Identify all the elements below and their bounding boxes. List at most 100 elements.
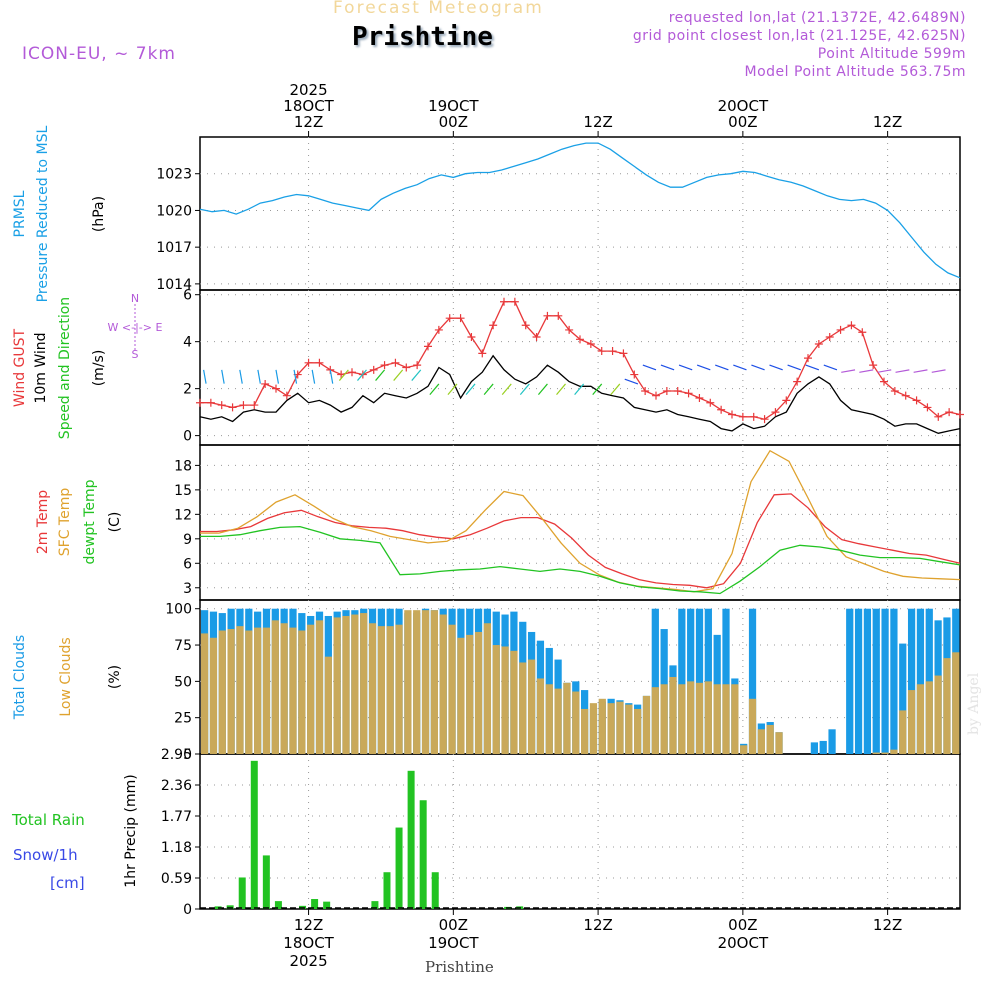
total-cloud-bar [863,608,872,754]
y-tick-label: 9 [183,532,192,548]
y-tick-label: 100 [165,602,192,618]
top-time-label: 20OCT [718,97,769,115]
wind-gust-marker [771,408,780,417]
low-cloud-bar [448,624,456,754]
grid-point-coords: grid point closest lon,lat (21.125E, 42.… [632,28,966,44]
low-cloud-bar [395,624,403,754]
wind-direction-arrow [293,369,298,384]
wind-gust-marker [478,349,487,358]
rain-bar [383,872,391,909]
low-cloud-bar [280,623,288,754]
bottom-time-label: 00Z [439,916,468,934]
wind-gust-marker [434,325,443,334]
rain-bar [238,877,246,909]
wind-gust-marker [825,332,834,341]
low-cloud-bar [740,745,748,754]
low-cloud-bar [607,703,615,754]
y-tick-label: 0 [183,429,192,445]
pressure-msl-label: Pressure Reduced to MSL [35,125,51,302]
wind-direction-arrow [483,383,494,396]
wind-gust-marker [282,391,291,400]
rain-bar [431,872,439,909]
panel-frame [199,444,961,601]
panel-frame [199,753,961,910]
wind-gust-marker [206,398,215,407]
low-cloud-bar [616,701,624,754]
total-cloud-bar [722,608,730,754]
y-tick-label: 2.36 [161,778,192,794]
top-time-label: 00Z [439,113,468,131]
wind-direction-arrow [329,369,334,384]
wind-gust-marker [413,361,422,370]
wind-gust-marker [315,358,324,367]
wind-direction-arrow [574,383,585,396]
low-cloud-bar [934,675,942,754]
total-rain-label: Total Rain [11,811,85,829]
wind-gust-marker [565,325,574,334]
y-tick-label: 15 [174,483,192,499]
pressure-unit-label: (hPa) [91,196,107,232]
wind-gust-marker [641,386,650,395]
low-cloud-bar [474,631,483,754]
top-time-label: 12Z [294,113,323,131]
bottom-time-label: 12Z [583,916,612,934]
wind-gust-marker [836,325,845,334]
compass-south: S [132,348,139,361]
low-cloud-bar [483,623,492,754]
wind-gust-marker [391,358,400,367]
low-cloud-bar [342,615,350,754]
compass-west-east: W <-|-> E [108,321,163,334]
model-point-altitude: Model Point Altitude 563.75m [744,64,966,80]
wind-gust-marker [804,354,812,363]
wind-gust-marker [380,361,389,370]
low-cloud-bar [519,662,527,754]
low-cloud-bar [245,630,253,754]
rain-bar [226,905,234,909]
low-cloud-bar [360,613,368,754]
total-cloud-bar [899,643,907,754]
low-cloud-bar [466,634,474,754]
wind-direction-arrow [769,364,783,371]
wind-gust-marker [608,347,617,356]
low-cloud-bar [907,690,916,754]
wind-direction-arrow [715,364,729,371]
wind-gust-marker [532,332,541,341]
snow-label: Snow/1h [13,846,78,864]
wind-unit-label: (m/s) [91,350,107,387]
y-tick-label: 25 [174,711,192,727]
y-tick-label: 6 [183,556,192,572]
wind-gust-marker [945,408,954,417]
wind-direction-arrow [805,364,820,371]
y-tick-label: 50 [174,674,192,690]
y-tick-label: 2.95 [161,747,192,763]
model-label: ICON-EU, ~ 7km [22,44,176,64]
low-cloud-bar [872,752,880,754]
total-cloud-bar [819,740,827,754]
wind-gust-marker [901,391,910,400]
low-cloud-bar [236,626,244,754]
y-tick-label: 3 [183,581,192,597]
top-time-label: 2025 [289,81,327,99]
wind-direction-arrow [393,369,404,381]
total-cloud-bar [872,608,880,754]
wind-direction-arrow [375,369,386,381]
wind-gust-marker [934,412,943,421]
bottom-time-label: 12Z [873,916,902,934]
wind-direction-arrow [501,383,512,396]
low-cloud-bar [218,630,226,754]
low-cloud-bar [404,610,412,754]
wind-direction-arrow [678,364,693,371]
low-cloud-bar [324,656,332,754]
low-cloud-bar [669,677,677,754]
wind-direction-arrow [465,383,476,396]
low-cloud-bar [554,688,562,754]
clouds-unit-label: (%) [107,665,123,689]
sfc-temp-label: SFC Temp [57,488,73,557]
wind-gust-marker [489,321,498,330]
wind-gust-marker [738,412,747,421]
low-cloud-bar [262,627,271,754]
wind-gust-marker [239,401,248,410]
rain-bar [311,899,319,909]
wind-gust-marker [586,340,595,349]
wind-gust-marker [706,398,715,407]
